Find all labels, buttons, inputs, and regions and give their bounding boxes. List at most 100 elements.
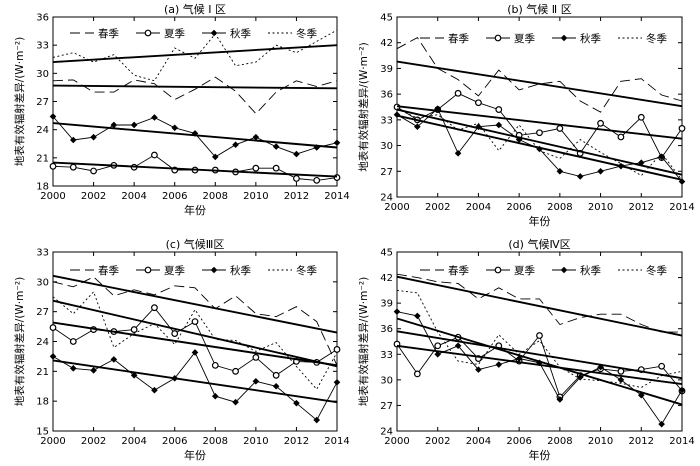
data-point	[252, 377, 260, 385]
panel-title: (b) 气候 Ⅱ 区	[507, 2, 571, 16]
legend-label: 冬季	[646, 264, 667, 277]
x-tick-label: 2008	[203, 436, 228, 447]
data-point	[272, 164, 280, 172]
series-dotted	[396, 108, 683, 181]
y-tick-label: 24	[36, 125, 49, 136]
panel-title: (d) 气候Ⅳ区	[508, 237, 570, 251]
trend-line	[396, 108, 683, 176]
y-tick-label: 30	[36, 277, 49, 288]
legend-marker	[494, 266, 502, 274]
y-tick-label: 39	[380, 64, 393, 75]
y-tick-label: 18	[36, 397, 49, 408]
legend-label: 春季	[98, 265, 119, 277]
x-tick-label: 2008	[203, 191, 228, 202]
data-point	[556, 167, 564, 175]
y-tick-label: 45	[380, 248, 393, 259]
legend-marker	[494, 34, 502, 42]
data-point	[333, 378, 341, 386]
y-tick-label: 27	[36, 97, 49, 108]
x-tick-label: 2002	[425, 202, 450, 213]
data-point	[413, 370, 421, 378]
data-point	[576, 374, 584, 381]
x-tick-label: 2012	[284, 436, 309, 447]
legend-label: 秋季	[580, 264, 601, 277]
legend-label: 秋季	[230, 27, 251, 40]
data-point	[393, 308, 401, 315]
y-tick-label: 15	[36, 427, 49, 438]
x-tick-label: 2002	[81, 191, 106, 202]
x-tick-label: 2014	[324, 191, 349, 202]
series-filled-diamond	[49, 349, 341, 424]
data-point	[49, 162, 57, 170]
data-point	[414, 312, 421, 320]
data-point	[434, 350, 442, 358]
data-point	[454, 342, 462, 350]
legend-marker	[210, 266, 218, 274]
data-point	[597, 167, 604, 175]
series-dashed	[396, 37, 683, 113]
data-point	[434, 105, 442, 113]
data-point	[211, 392, 219, 400]
x-tick-label: 2004	[121, 191, 146, 202]
series-line	[52, 76, 338, 115]
data-point	[597, 119, 604, 127]
data-point	[272, 143, 280, 150]
data-point	[617, 376, 625, 384]
x-tick-label: 2010	[243, 436, 268, 447]
data-point	[313, 176, 321, 184]
x-tick-label: 2000	[384, 436, 409, 447]
x-tick-label: 2012	[629, 436, 654, 447]
legend-label: 夏季	[514, 33, 535, 45]
data-point	[191, 318, 199, 326]
data-point	[475, 123, 482, 131]
data-point	[130, 326, 138, 333]
y-tick-label: 24	[380, 193, 393, 204]
x-tick-label: 2002	[425, 436, 450, 447]
x-tick-label: 2010	[588, 436, 613, 447]
y-tick-label: 18	[36, 182, 49, 193]
trend-line	[52, 44, 338, 64]
y-axis-label: 地表有效辐射差异/(W·m⁻²)	[13, 37, 26, 166]
y-tick-label: 33	[36, 248, 49, 259]
x-tick-label: 2000	[40, 436, 65, 447]
series-dashed	[52, 274, 338, 366]
y-tick-label: 21	[36, 367, 49, 378]
x-tick-label: 2004	[466, 436, 491, 447]
data-point	[515, 355, 523, 362]
data-point	[293, 399, 300, 407]
y-tick-label: 21	[36, 153, 49, 164]
y-tick-label: 30	[36, 69, 49, 80]
data-point	[110, 121, 118, 129]
y-tick-label: 36	[380, 324, 393, 335]
data-point	[252, 164, 260, 172]
series-line	[52, 307, 338, 376]
data-point	[49, 324, 57, 331]
data-point	[678, 386, 686, 394]
legend-marker	[560, 34, 568, 42]
legend-marker	[560, 266, 568, 274]
x-tick-label: 2010	[243, 191, 268, 202]
x-axis-label: 年份	[184, 448, 206, 462]
x-tick-label: 2006	[506, 202, 531, 213]
x-tick-label: 2012	[284, 191, 309, 202]
trend-line	[396, 114, 683, 181]
data-point	[151, 114, 158, 121]
plot-frame	[52, 16, 338, 187]
data-point	[69, 365, 77, 372]
legend: 春季 夏季 秋季 冬季	[420, 32, 667, 45]
series-line	[52, 29, 338, 82]
x-tick-label: 2000	[40, 191, 65, 202]
legend-label: 春季	[98, 28, 119, 40]
data-point	[414, 123, 421, 131]
plot-frame	[396, 251, 683, 432]
y-tick-label: 27	[380, 167, 393, 178]
data-point	[658, 420, 665, 428]
chart-panel-3: (c) 气候Ⅲ区 2000 2002 2004 2006 2008 2010 2012 2014…	[13, 237, 350, 462]
data-point	[293, 175, 300, 182]
data-point	[556, 125, 564, 132]
y-tick-label: 42	[380, 38, 393, 49]
x-tick-label: 2014	[324, 436, 349, 447]
data-point	[151, 304, 158, 312]
data-point	[678, 178, 686, 185]
data-point	[658, 362, 666, 370]
